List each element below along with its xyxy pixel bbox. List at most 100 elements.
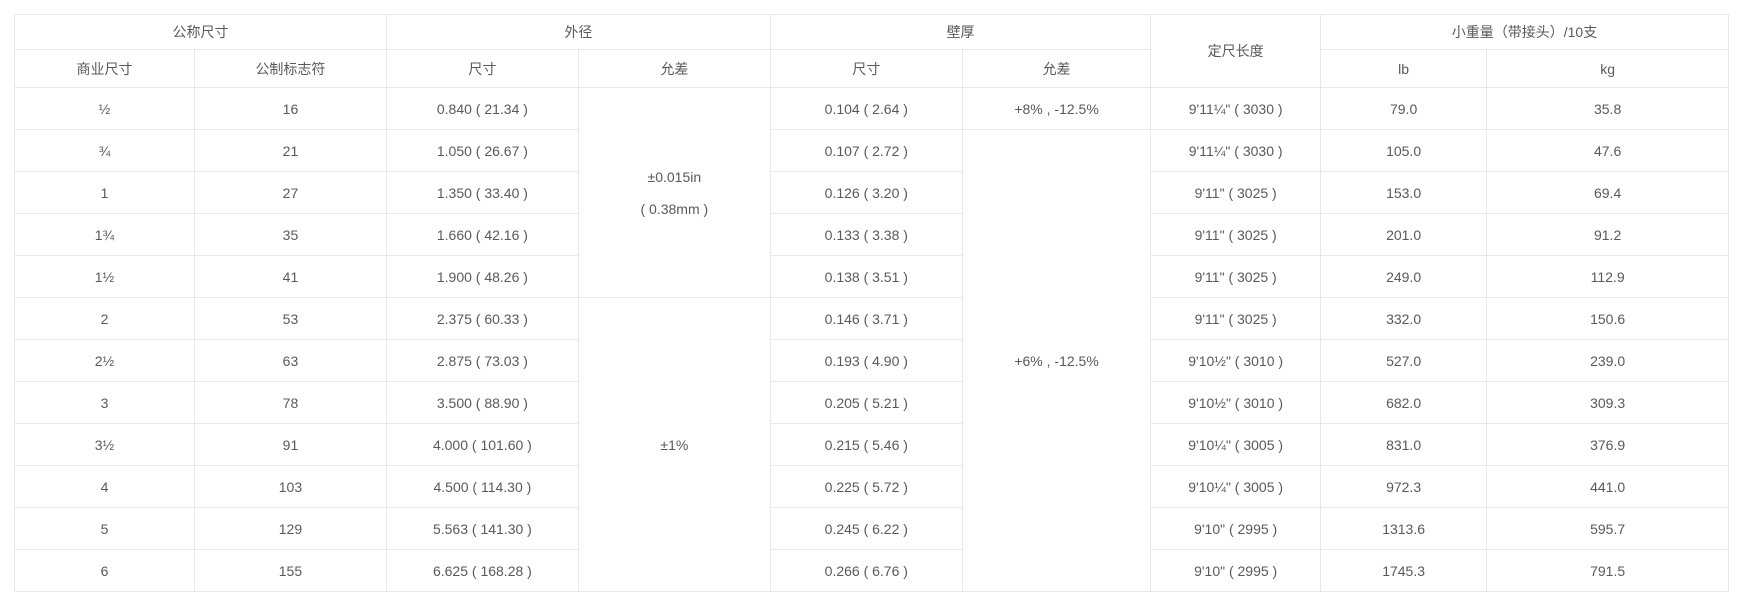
od-tolerance-line1: ±0.015in bbox=[647, 168, 702, 185]
cell-fixed-length: 9'10½" ( 3010 ) bbox=[1150, 381, 1321, 424]
cell-weight-lb: 527.0 bbox=[1319, 339, 1488, 382]
cell-metric-designator: 41 bbox=[193, 255, 387, 298]
cell-metric-designator: 35 bbox=[193, 213, 387, 256]
cell-fixed-length: 9'11" ( 3025 ) bbox=[1150, 255, 1321, 298]
cell-metric-designator: 78 bbox=[193, 381, 387, 424]
cell-commercial-size: 1¾ bbox=[14, 213, 195, 256]
cell-commercial-size: 5 bbox=[14, 507, 195, 550]
header-nominal-size: 公称尺寸 bbox=[14, 14, 387, 50]
header-commercial-size: 商业尺寸 bbox=[14, 49, 195, 88]
cell-wall-size: 0.193 ( 4.90 ) bbox=[769, 339, 963, 382]
cell-weight-kg: 239.0 bbox=[1486, 339, 1729, 382]
cell-od-size: 2.875 ( 73.03 ) bbox=[385, 339, 579, 382]
header-od-size: 尺寸 bbox=[385, 49, 579, 88]
header-sub-row: 商业尺寸 公制标志符 尺寸 允差 尺寸 允差 lb kg bbox=[14, 49, 1729, 88]
od-tolerance-line2: ( 0.38mm ) bbox=[640, 200, 709, 217]
cell-wall-size: 0.225 ( 5.72 ) bbox=[769, 465, 963, 508]
cell-fixed-length: 9'10¼" ( 3005 ) bbox=[1150, 423, 1321, 466]
header-lb: lb bbox=[1319, 49, 1488, 88]
cell-weight-kg: 35.8 bbox=[1486, 87, 1729, 130]
pipe-spec-table: 公称尺寸 外径 壁厚 定尺长度 小重量（带接头）/10支 商业尺寸 公制标志符 … bbox=[14, 14, 1730, 592]
cell-od-size: 6.625 ( 168.28 ) bbox=[385, 549, 579, 592]
header-od-tolerance: 允差 bbox=[577, 49, 771, 88]
cell-weight-kg: 91.2 bbox=[1486, 213, 1729, 256]
cell-od-size: 4.500 ( 114.30 ) bbox=[385, 465, 579, 508]
cell-od-size: 1.050 ( 26.67 ) bbox=[385, 129, 579, 172]
cell-od-size: 0.840 ( 21.34 ) bbox=[385, 87, 579, 130]
table-row: ½ 16 0.840 ( 21.34 ) ±0.015in ( 0.38mm )… bbox=[14, 87, 1729, 298]
cell-wall-size: 0.266 ( 6.76 ) bbox=[769, 549, 963, 592]
cell-weight-kg: 47.6 bbox=[1486, 129, 1729, 172]
cell-weight-kg: 309.3 bbox=[1486, 381, 1729, 424]
cell-weight-kg: 791.5 bbox=[1486, 549, 1729, 592]
table-row: 3 78 3.500 ( 88.90 ) 0.205 ( 5.21 ) 9'10… bbox=[14, 381, 1729, 424]
header-wall-thickness: 壁厚 bbox=[769, 14, 1152, 50]
cell-od-size: 2.375 ( 60.33 ) bbox=[385, 297, 579, 340]
cell-fixed-length: 9'11" ( 3025 ) bbox=[1150, 171, 1321, 214]
cell-fixed-length: 9'10½" ( 3010 ) bbox=[1150, 339, 1321, 382]
cell-od-tolerance-large: ±1% bbox=[577, 297, 771, 592]
cell-weight-lb: 1745.3 bbox=[1319, 549, 1488, 592]
cell-od-size: 1.660 ( 42.16 ) bbox=[385, 213, 579, 256]
cell-weight-lb: 972.3 bbox=[1319, 465, 1488, 508]
cell-metric-designator: 27 bbox=[193, 171, 387, 214]
cell-od-tolerance-small: ±0.015in ( 0.38mm ) bbox=[577, 87, 771, 298]
cell-commercial-size: ¾ bbox=[14, 129, 195, 172]
cell-wall-size: 0.107 ( 2.72 ) bbox=[769, 129, 963, 172]
cell-fixed-length: 9'11" ( 3025 ) bbox=[1150, 297, 1321, 340]
cell-wall-tolerance-rest: +6% , -12.5% bbox=[961, 129, 1152, 592]
header-weight: 小重量（带接头）/10支 bbox=[1319, 14, 1730, 50]
table-row: 1½ 41 1.900 ( 48.26 ) 0.138 ( 3.51 ) 9'1… bbox=[14, 255, 1729, 298]
cell-commercial-size: 1½ bbox=[14, 255, 195, 298]
page-content: 公称尺寸 外径 壁厚 定尺长度 小重量（带接头）/10支 商业尺寸 公制标志符 … bbox=[14, 14, 1730, 592]
cell-weight-lb: 332.0 bbox=[1319, 297, 1488, 340]
table-row: 4 103 4.500 ( 114.30 ) 0.225 ( 5.72 ) 9'… bbox=[14, 465, 1729, 508]
cell-metric-designator: 129 bbox=[193, 507, 387, 550]
cell-fixed-length: 9'10" ( 2995 ) bbox=[1150, 549, 1321, 592]
cell-commercial-size: 1 bbox=[14, 171, 195, 214]
cell-wall-tolerance-first: +8% , -12.5% bbox=[961, 87, 1152, 130]
header-wall-tolerance: 允差 bbox=[961, 49, 1152, 88]
cell-metric-designator: 53 bbox=[193, 297, 387, 340]
cell-commercial-size: 4 bbox=[14, 465, 195, 508]
header-outer-diameter: 外径 bbox=[385, 14, 771, 50]
table-row: 1 27 1.350 ( 33.40 ) 0.126 ( 3.20 ) 9'11… bbox=[14, 171, 1729, 214]
cell-wall-size: 0.133 ( 3.38 ) bbox=[769, 213, 963, 256]
cell-metric-designator: 103 bbox=[193, 465, 387, 508]
cell-weight-kg: 441.0 bbox=[1486, 465, 1729, 508]
cell-weight-lb: 153.0 bbox=[1319, 171, 1488, 214]
cell-wall-size: 0.205 ( 5.21 ) bbox=[769, 381, 963, 424]
table-row: ¾ 21 1.050 ( 26.67 ) 0.107 ( 2.72 ) +6% … bbox=[14, 129, 1729, 592]
header-kg: kg bbox=[1486, 49, 1729, 88]
cell-commercial-size: 3½ bbox=[14, 423, 195, 466]
cell-weight-lb: 249.0 bbox=[1319, 255, 1488, 298]
table-row: 1¾ 35 1.660 ( 42.16 ) 0.133 ( 3.38 ) 9'1… bbox=[14, 213, 1729, 256]
cell-weight-lb: 105.0 bbox=[1319, 129, 1488, 172]
table-body: ½ 16 0.840 ( 21.34 ) ±0.015in ( 0.38mm )… bbox=[14, 87, 1729, 592]
cell-od-size: 5.563 ( 141.30 ) bbox=[385, 507, 579, 550]
cell-metric-designator: 21 bbox=[193, 129, 387, 172]
cell-weight-kg: 376.9 bbox=[1486, 423, 1729, 466]
cell-weight-lb: 1313.6 bbox=[1319, 507, 1488, 550]
cell-od-size: 3.500 ( 88.90 ) bbox=[385, 381, 579, 424]
cell-weight-lb: 682.0 bbox=[1319, 381, 1488, 424]
header-fixed-length: 定尺长度 bbox=[1150, 14, 1321, 88]
cell-weight-lb: 201.0 bbox=[1319, 213, 1488, 256]
table-row: 2 53 2.375 ( 60.33 ) ±1% 0.146 ( 3.71 ) … bbox=[14, 297, 1729, 592]
table-row: 6 155 6.625 ( 168.28 ) 0.266 ( 6.76 ) 9'… bbox=[14, 549, 1729, 592]
cell-commercial-size: ½ bbox=[14, 87, 195, 130]
cell-metric-designator: 155 bbox=[193, 549, 387, 592]
cell-wall-size: 0.138 ( 3.51 ) bbox=[769, 255, 963, 298]
cell-weight-lb: 831.0 bbox=[1319, 423, 1488, 466]
cell-od-size: 1.350 ( 33.40 ) bbox=[385, 171, 579, 214]
cell-wall-size: 0.215 ( 5.46 ) bbox=[769, 423, 963, 466]
cell-weight-kg: 69.4 bbox=[1486, 171, 1729, 214]
cell-fixed-length: 9'11¼" ( 3030 ) bbox=[1150, 87, 1321, 130]
cell-weight-kg: 112.9 bbox=[1486, 255, 1729, 298]
table-header: 公称尺寸 外径 壁厚 定尺长度 小重量（带接头）/10支 商业尺寸 公制标志符 … bbox=[14, 14, 1730, 88]
cell-weight-kg: 150.6 bbox=[1486, 297, 1729, 340]
cell-weight-kg: 595.7 bbox=[1486, 507, 1729, 550]
cell-wall-size: 0.126 ( 3.20 ) bbox=[769, 171, 963, 214]
table-row: 3½ 91 4.000 ( 101.60 ) 0.215 ( 5.46 ) 9'… bbox=[14, 423, 1729, 466]
cell-fixed-length: 9'11" ( 3025 ) bbox=[1150, 213, 1321, 256]
